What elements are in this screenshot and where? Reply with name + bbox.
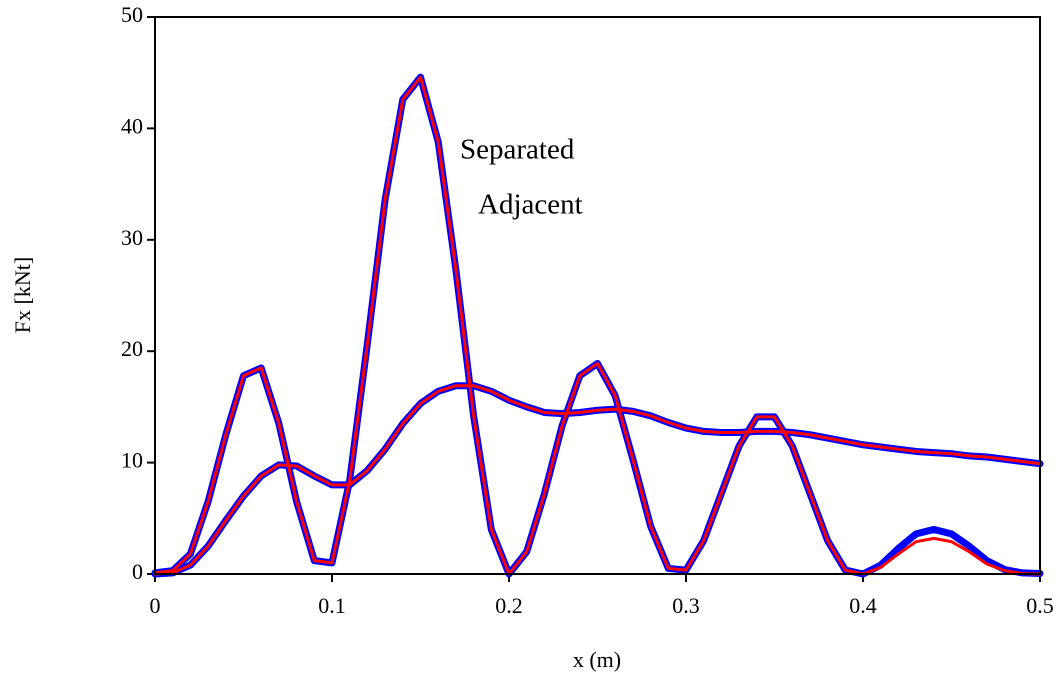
x-tick-label: 0.5 — [1026, 593, 1054, 618]
y-tick-label: 10 — [121, 448, 143, 473]
y-tick-label: 0 — [132, 559, 143, 584]
x-tick-label: 0 — [150, 593, 161, 618]
y-tick-label: 40 — [121, 113, 143, 138]
x-axis-label: x (m) — [573, 647, 621, 672]
y-axis-label: Fx [kNt] — [10, 257, 35, 333]
y-tick-label: 30 — [121, 225, 143, 250]
line — [153, 384, 1042, 576]
legend-label: Adjacent — [478, 189, 583, 221]
legend-label: Separated — [460, 134, 575, 166]
x-tick-label: 0.1 — [318, 593, 346, 618]
line — [151, 73, 1044, 578]
line — [153, 75, 1042, 576]
x-tick-label: 0.4 — [849, 593, 877, 618]
y-tick-label: 20 — [121, 336, 143, 361]
x-tick-label: 0.3 — [672, 593, 700, 618]
line — [151, 382, 1044, 578]
plot-frame — [154, 16, 1041, 575]
y-tick-label: 50 — [121, 2, 143, 27]
x-tick-label: 0.2 — [495, 593, 523, 618]
